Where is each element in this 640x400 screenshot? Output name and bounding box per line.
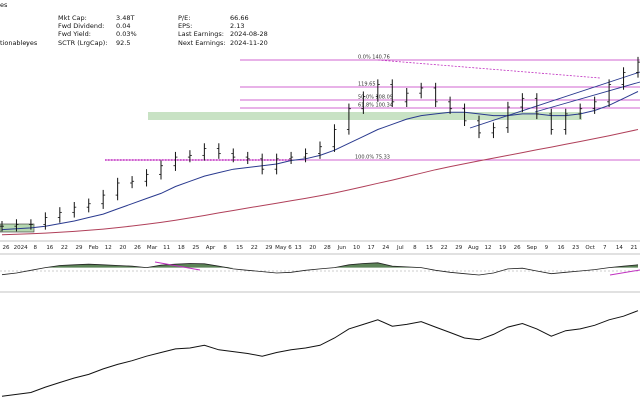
fib-label: 100.0% 75.33: [355, 155, 390, 161]
x-tick-label: 20: [119, 245, 126, 251]
x-axis-ticks: 26 2024 8 16 22 29 Feb 12 20 26 Mar 11 18 25 Apr 8 15 22 2…: [3, 245, 638, 251]
pe-value: 66.66: [230, 14, 249, 22]
x-tick-label: 29: [76, 245, 83, 251]
fib-label: 61.8% 100.34: [358, 103, 393, 109]
x-tick-label: Oct: [585, 245, 595, 251]
fwd-dividend-value: 0.04: [116, 22, 130, 30]
x-tick-label: 26: [514, 245, 521, 251]
fib-label: 119.65: [358, 82, 376, 88]
x-tick-label: 13: [295, 245, 302, 251]
x-tick-label: 22: [441, 245, 448, 251]
x-tick-label: 25: [192, 245, 199, 251]
last-earnings-value: 2024-08-28: [230, 30, 268, 38]
x-tick-label: 10: [353, 245, 360, 251]
relative-strength-panel: [1, 310, 639, 397]
pe-label: P/E:: [178, 14, 190, 22]
momentum-line: [1, 262, 639, 276]
x-tick-label: 14: [616, 245, 623, 251]
momentum-divergence-line-2: [609, 269, 640, 276]
x-tick-label: 15: [426, 245, 433, 251]
fibonacci-retracement: 0.0% 140.76 119.65 50.0% 108.09 61.8% 100.3…: [105, 55, 640, 161]
x-tick-label: 20: [309, 245, 316, 251]
trend-line-1: [469, 71, 640, 129]
x-tick-label: 2024: [14, 245, 28, 251]
support-band: [148, 112, 582, 120]
x-tick-label: Apr: [206, 245, 216, 251]
last-earnings-label: Last Earnings:: [178, 30, 224, 38]
next-earnings-value: 2024-11-20: [230, 39, 268, 47]
x-tick-label: 15: [236, 245, 243, 251]
x-tick-label: 17: [368, 245, 375, 251]
fib-label: 50.0% 108.09: [358, 95, 393, 101]
x-tick-label: Jul: [396, 245, 404, 251]
fib-label: 0.0% 140.76: [358, 55, 390, 61]
x-tick-label: Jun: [337, 245, 347, 251]
x-tick-label: 7: [603, 245, 607, 251]
mkt-cap-label: Mkt Cap:: [58, 14, 87, 22]
x-tick-label: 12: [484, 245, 491, 251]
header-fragment-2: tionable:: [0, 39, 29, 47]
x-tick-label: 26: [134, 245, 141, 251]
resistance-line: [377, 59, 601, 79]
x-tick-label: 19: [499, 245, 506, 251]
mkt-cap-value: 3.48T: [116, 14, 134, 22]
x-tick-label: Aug: [468, 245, 479, 251]
sma-line-2: [1, 129, 639, 236]
x-tick-label: Sep: [527, 245, 538, 251]
eps-value: 2.13: [230, 22, 244, 30]
x-tick-label: 28: [324, 245, 331, 251]
sctr-label: SCTR (LrgCap):: [58, 39, 107, 47]
fwd-yield-value: 0.03%: [116, 30, 137, 38]
x-tick-label: 8: [413, 245, 417, 251]
x-tick-label: Feb: [89, 245, 99, 251]
x-tick-label: 21: [631, 245, 638, 251]
fwd-dividend-label: Fwd Dividend:: [58, 22, 104, 30]
next-earnings-label: Next Earnings:: [178, 39, 226, 47]
x-tick-label: 16: [557, 245, 564, 251]
x-tick-label: 29: [455, 245, 462, 251]
x-tick-label: May 6: [275, 245, 292, 251]
momentum-panel: [0, 253, 640, 293]
x-tick-label: 8: [223, 245, 227, 251]
momentum-divergence-line: [154, 261, 201, 271]
x-tick-label: Mar: [147, 245, 158, 251]
x-tick-label: 9: [545, 245, 549, 251]
header-stats: es tionable: yes Mkt Cap: 3.48T P/E: 66.…: [0, 1, 268, 47]
price-bars: [0, 56, 640, 232]
x-tick-label: 22: [251, 245, 258, 251]
x-tick-label: 18: [178, 245, 185, 251]
relative-line: [1, 310, 639, 397]
x-tick-label: 24: [382, 245, 389, 251]
trend-line-2: [534, 81, 640, 113]
header-fragment-1: es: [0, 1, 8, 9]
x-tick-label: 8: [33, 245, 37, 251]
x-tick-label: 29: [265, 245, 272, 251]
x-tick-label: 12: [105, 245, 112, 251]
price-panel: 0.0% 140.76 119.65 50.0% 108.09 61.8% 100.3…: [0, 55, 640, 236]
eps-label: EPS:: [178, 22, 192, 30]
trend-lines: [0, 59, 640, 233]
momentum-fill: [2, 262, 638, 268]
fwd-yield-label: Fwd Yield:: [58, 30, 91, 38]
x-tick-label: 22: [61, 245, 68, 251]
x-tick-label: 11: [163, 245, 170, 251]
x-tick-label: 23: [572, 245, 579, 251]
sctr-value: 92.5: [116, 39, 130, 47]
x-tick-label: 26: [3, 245, 10, 251]
x-tick-label: 16: [46, 245, 53, 251]
header-fragment-3: yes: [26, 39, 38, 47]
